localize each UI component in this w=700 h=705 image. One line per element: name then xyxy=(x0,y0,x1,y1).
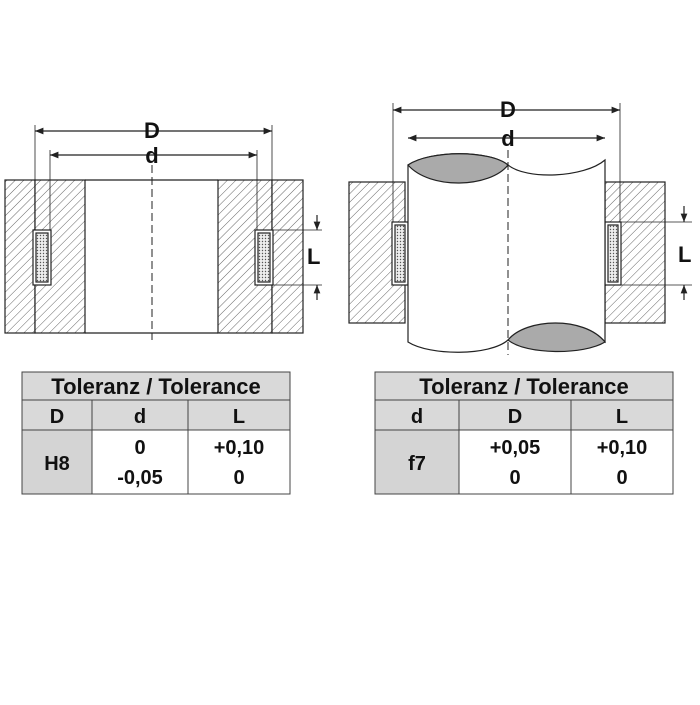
cell-text: H8 xyxy=(44,453,70,475)
header-label: L xyxy=(233,406,245,428)
data-cell xyxy=(21,429,93,495)
dim-label: D xyxy=(144,118,160,143)
header-label: d xyxy=(411,406,423,428)
dim-label: L xyxy=(307,244,320,269)
shaft xyxy=(407,153,606,353)
dim-label: L xyxy=(678,242,691,267)
table-title-cell xyxy=(374,371,674,401)
dim-label: d xyxy=(145,143,158,168)
header-cell xyxy=(374,399,460,431)
table-title: Toleranz / Tolerance xyxy=(51,374,260,399)
housing xyxy=(271,179,304,334)
data-cell xyxy=(91,429,189,495)
cell-text: 0 xyxy=(233,467,244,489)
cell-text: 0 xyxy=(616,467,627,489)
data-cell xyxy=(187,429,291,495)
header-label: D xyxy=(508,406,522,428)
shaft-end xyxy=(507,322,606,353)
needle xyxy=(35,232,49,283)
cell-text: f7 xyxy=(408,453,426,475)
cell-text: 0 xyxy=(509,467,520,489)
needle xyxy=(257,232,271,283)
header-label: d xyxy=(134,406,146,428)
header-cell xyxy=(458,399,572,431)
cell-text: -0,05 xyxy=(117,467,163,489)
cell-text: +0,10 xyxy=(214,437,265,459)
header-label: D xyxy=(50,406,64,428)
header-cell xyxy=(91,399,189,431)
cell-text: +0,05 xyxy=(490,437,541,459)
left-drawing xyxy=(4,125,322,340)
dim-label: d xyxy=(501,126,514,151)
table-title: Toleranz / Tolerance xyxy=(419,374,628,399)
header-cell xyxy=(187,399,291,431)
data-cell xyxy=(374,429,460,495)
header-cell xyxy=(570,399,674,431)
housing xyxy=(4,179,36,334)
tables: Toleranz / Tolerance D d L H8 0 -0,05 +0,10 0 Tol… xyxy=(21,371,674,495)
right-drawing xyxy=(348,103,692,355)
needle xyxy=(394,224,406,283)
cell-text: +0,10 xyxy=(597,437,648,459)
data-cell xyxy=(570,429,674,495)
cell-text: 0 xyxy=(134,437,145,459)
header-label: L xyxy=(616,406,628,428)
needle xyxy=(607,224,619,283)
dim-label: D xyxy=(500,97,516,122)
table-title-cell xyxy=(21,371,291,401)
